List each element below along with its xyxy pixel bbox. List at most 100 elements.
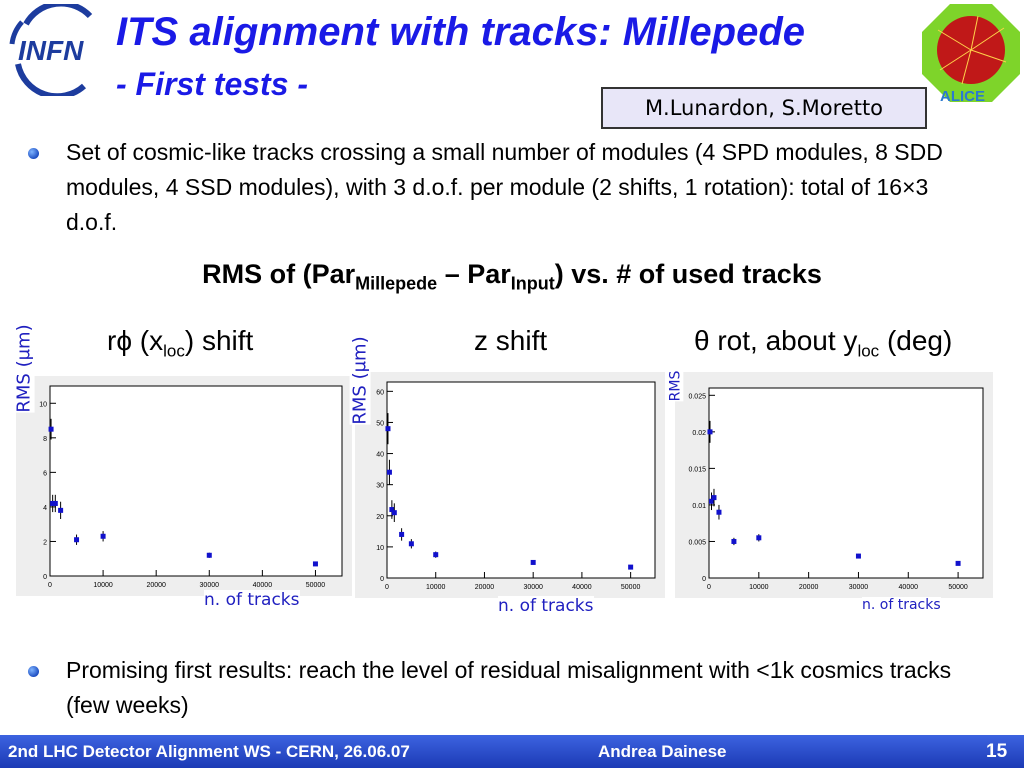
x-tick-label: 50000 [948, 584, 968, 591]
y-axis-label: RMS (μm) [13, 324, 35, 413]
y-tick-label: 50 [376, 420, 384, 427]
y-tick-label: 0.02 [692, 430, 706, 437]
data-point [50, 500, 56, 506]
chart-rphi-shift: 0 10000 20000 30000 40000 50000 0 2 4 6 8 10 [39, 385, 343, 589]
data-point [399, 531, 405, 537]
y-tick-label: 40 [376, 452, 384, 459]
x-tick-label: 10000 [426, 584, 446, 591]
alice-logo: ALICE [918, 0, 1024, 106]
y-tick-label: 2 [43, 539, 47, 546]
column-title-text: θ rot, about y [694, 325, 858, 356]
plot-frame [49, 385, 343, 577]
data-point [708, 498, 714, 504]
y-tick-label: 10 [376, 545, 384, 552]
y-tick-label: 4 [43, 505, 47, 512]
heading-middle: – Par [437, 259, 511, 289]
x-tick-label: 30000 [523, 584, 543, 591]
footer-event: 2nd LHC Detector Alignment WS - CERN, 26… [8, 742, 410, 761]
x-tick-label: 20000 [799, 584, 819, 591]
column-title-text: rϕ (x [107, 325, 164, 356]
x-tick-label: 10000 [93, 582, 113, 589]
y-axis-label: RMS [667, 370, 684, 402]
plot-frame [386, 381, 656, 579]
x-tick-label: 40000 [899, 584, 919, 591]
x-axis-label: n. of tracks [862, 597, 941, 613]
data-point [530, 559, 536, 565]
y-tick-label: 30 [376, 483, 384, 490]
y-tick-label: 8 [43, 436, 47, 443]
y-tick-label: 6 [43, 470, 47, 477]
x-tick-label: 10000 [749, 584, 769, 591]
section-heading: RMS of (ParMillepede – ParInput) vs. # o… [0, 259, 1024, 294]
y-tick-label: 0 [702, 576, 706, 583]
infn-logo-text: INFN [18, 35, 84, 66]
y-tick-label: 0.005 [688, 539, 706, 546]
data-point [716, 509, 722, 515]
y-axis-label: RMS (μm) [349, 336, 371, 425]
x-tick-label: 30000 [849, 584, 869, 591]
data-point [711, 495, 717, 501]
data-point [312, 561, 318, 567]
y-tick-label: 0.015 [688, 466, 706, 473]
page-number: 15 [986, 741, 1008, 762]
heading-sub-input: Input [510, 273, 555, 294]
column-title-theta: θ rot, about yloc (deg) [694, 325, 952, 362]
slide-title: ITS alignment with tracks: Millepede [116, 10, 806, 54]
x-tick-label: 40000 [253, 582, 273, 589]
x-axis-label: n. of tracks [204, 590, 300, 610]
infn-logo: INFN [4, 0, 104, 100]
column-title-text: z shift [474, 325, 548, 356]
plot-frame [708, 387, 984, 579]
chart-theta-rot: 0 10000 20000 30000 40000 50000 0 0.005 0.01 0.01… [688, 387, 984, 591]
heading-suffix: ) vs. # of used tracks [554, 259, 822, 289]
x-tick-label: 30000 [200, 582, 220, 589]
column-title-sub: loc [857, 341, 880, 361]
data-point [386, 469, 392, 475]
column-title-sub: loc [163, 341, 185, 361]
data-point [206, 552, 212, 558]
column-title-text: ) shift [184, 325, 254, 356]
y-tick-label: 60 [376, 389, 384, 396]
alice-logo-text: ALICE [940, 88, 985, 105]
bullet-text-2: Promising first results: reach the level… [66, 657, 952, 718]
data-point [48, 426, 54, 432]
x-tick-label: 0 [707, 584, 711, 591]
data-point [408, 541, 414, 547]
data-point [389, 507, 395, 513]
footer-bar: 2nd LHC Detector Alignment WS - CERN, 26… [0, 735, 1024, 768]
heading-sub-millepede: Millepede [355, 273, 438, 294]
x-axis-label: n. of tracks [498, 596, 594, 616]
data-point [707, 429, 713, 435]
data-point [100, 533, 106, 539]
data-point [955, 560, 961, 566]
data-point [628, 564, 634, 570]
chart-panel-3: 0 10000 20000 30000 40000 50000 0 0.005 0.01 0.01… [675, 372, 993, 598]
data-point [52, 500, 58, 506]
data-point [391, 510, 397, 516]
data-point [385, 426, 391, 432]
chart-panel-1: 0 10000 20000 30000 40000 50000 0 2 4 6 8 10 [16, 376, 352, 596]
y-tick-label: 10 [39, 401, 47, 408]
data-point [433, 552, 439, 558]
y-tick-label: 20 [376, 514, 384, 521]
footer-presenter: Andrea Dainese [598, 742, 727, 761]
slide-subtitle: - First tests - [116, 66, 309, 102]
authors-box: M.Lunardon, S.Moretto [601, 87, 927, 129]
y-tick-label: 0.025 [688, 393, 706, 400]
bullet-icon [28, 148, 39, 159]
x-tick-label: 50000 [621, 584, 641, 591]
column-title-z: z shift [474, 325, 547, 357]
data-point [58, 507, 64, 513]
x-tick-label: 20000 [475, 584, 495, 591]
x-tick-label: 40000 [572, 584, 592, 591]
data-point [756, 535, 762, 541]
bullet-icon [28, 666, 39, 677]
column-title-rphi: rϕ (xloc) shift [107, 325, 253, 362]
data-point [74, 537, 80, 543]
heading-prefix: RMS of (Par [202, 259, 356, 289]
y-tick-label: 0 [380, 576, 384, 583]
x-tick-label: 0 [48, 582, 52, 589]
y-tick-label: 0.01 [692, 503, 706, 510]
x-tick-label: 0 [385, 584, 389, 591]
chart-panel-2: 0 10000 20000 30000 40000 50000 0 10 20 30 40 50 60 [355, 372, 665, 598]
